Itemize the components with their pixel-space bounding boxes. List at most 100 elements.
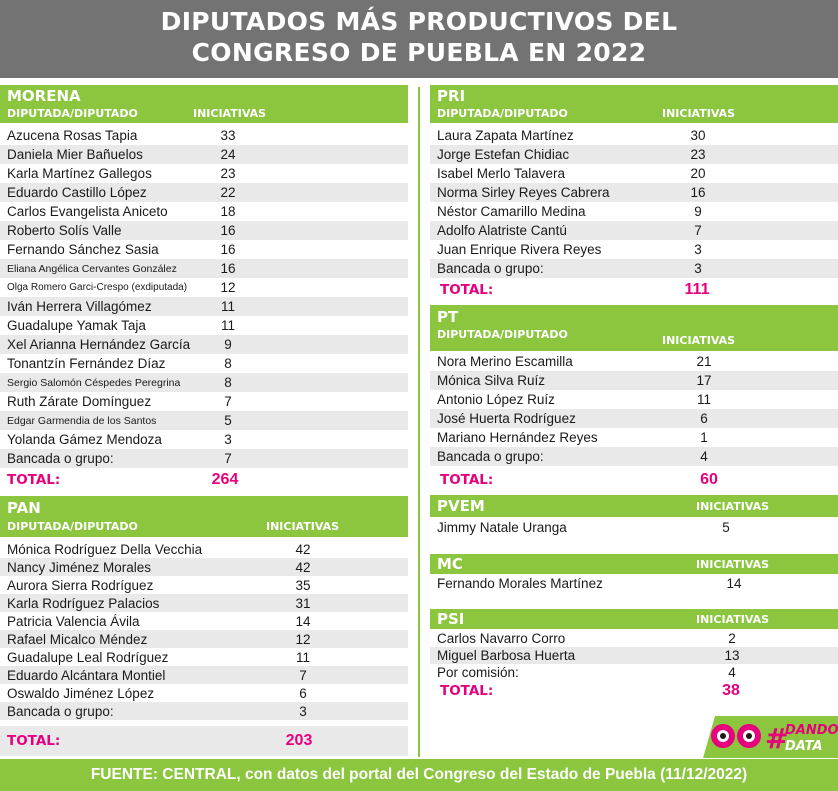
morena-table-row: Guadalupe Yamak Taja 11 [0,316,408,335]
morena-initiatives-value: 12 [220,280,236,295]
pan-table-row: Oswaldo Jiménez López 6 [0,684,408,702]
pt-table-row: Antonio López Ruíz 11 [430,390,838,409]
pan-initiatives-value: 11 [295,649,310,665]
morena-member-name: Fernando Sánchez Sasia [7,242,159,257]
morena-member-name: Roberto Solís Valle [7,223,122,238]
morena-member-name: Bancada o grupo: [7,451,114,466]
pan-table-row: Guadalupe Leal Rodríguez 11 [0,648,408,666]
pvem-table: Jimmy Natale Uranga 5 [430,517,838,537]
column-divider [418,87,420,757]
pri-total-row: TOTAL: 111 [430,278,838,302]
morena-initiatives-value: 8 [224,356,232,371]
pt-member-name: Nora Merino Escamilla [437,354,573,369]
morena-initiatives-value: 16 [220,242,236,257]
morena-table-row: Daniela Mier Bañuelos 24 [0,145,408,164]
morena-initiatives-value: 16 [220,261,236,276]
pri-total-label: TOTAL: [440,282,494,298]
pt-header: PT DIPUTADA/DIPUTADO INICIATIVAS [430,305,838,351]
morena-header: MORENA DIPUTADA/DIPUTADO INICIATIVAS [0,85,408,123]
pan-table-row: Mónica Rodríguez Della Vecchia 42 [0,540,408,558]
pt-total-label: TOTAL: [440,472,494,488]
pri-table-row: Juan Enrique Rivera Reyes 3 [430,240,838,259]
pan-initiatives-value: 6 [299,685,307,701]
morena-col-name-header: DIPUTADA/DIPUTADO [7,107,138,120]
morena-total-value: 264 [211,471,239,488]
pt-table-row: Nora Merino Escamilla 21 [430,352,838,371]
morena-table-row: Fernando Sánchez Sasia 16 [0,240,408,259]
pt-member-name: Antonio López Ruíz [437,392,555,407]
logo-hash: # [765,722,788,755]
morena-initiatives-value: 16 [220,223,236,238]
pt-initiatives-value: 21 [696,354,712,369]
pan-member-name: Eduardo Alcántara Montiel [7,667,166,683]
morena-table-row: Ruth Zárate Domínguez 7 [0,392,408,411]
pri-member-name: Norma Sirley Reyes Cabrera [437,185,610,200]
psi-col-value-header: INICIATIVAS [696,613,770,626]
pan-table-row: Rafael Micalco Méndez 12 [0,630,408,648]
morena-member-name: Iván Herrera Villagómez [7,299,152,314]
pt-member-name: Mariano Hernández Reyes [437,430,598,445]
mc-initiatives-value: 14 [726,576,742,591]
morena-member-name: Guadalupe Yamak Taja [7,318,146,333]
pan-party-name: PAN [7,499,41,517]
pan-table: Mónica Rodríguez Della Vecchia 42 Nancy Ji… [0,537,408,720]
page-header: DIPUTADOS MÁS PRODUCTIVOS DEL CONGRESO D… [0,0,838,78]
morena-member-name: Karla Martínez Gallegos [7,166,152,181]
dando-data-logo: # DANDO DATA [703,714,838,758]
morena-table: Azucena Rosas Tapia 33 Daniela Mier Bañuel… [0,123,408,468]
pri-initiatives-value: 30 [690,128,706,143]
pan-total-label: TOTAL: [7,733,61,749]
pri-total-value: 111 [684,281,710,298]
pt-col-name-header: DIPUTADA/DIPUTADO [437,328,568,341]
pri-col-name-header: DIPUTADA/DIPUTADO [437,107,568,120]
pan-member-name: Karla Rodríguez Palacios [7,595,160,611]
morena-table-row: Tonantzín Fernández Díaz 8 [0,354,408,373]
morena-member-name: Sergio Salomón Céspedes Peregrina [7,376,181,389]
pt-initiatives-value: 1 [700,430,708,445]
mc-member-name: Fernando Morales Martínez [437,576,603,591]
pri-initiatives-value: 7 [694,223,702,238]
morena-member-name: Eduardo Castillo López [7,185,147,200]
pri-table-row: Bancada o grupo: 3 [430,259,838,278]
pan-member-name: Patricia Valencia Ávila [7,613,140,629]
pan-member-name: Mónica Rodríguez Della Vecchia [7,541,203,557]
pan-initiatives-value: 12 [295,631,311,647]
pri-table-row: Jorge Estefan Chidiac 23 [430,145,838,164]
pri-table-row: Néstor Camarillo Medina 9 [430,202,838,221]
pvem-table-row: Jimmy Natale Uranga 5 [430,517,838,537]
psi-total-label: TOTAL: [440,683,494,699]
pan-initiatives-value: 42 [295,541,311,557]
pan-member-name: Bancada o grupo: [7,703,114,719]
morena-table-row: Xel Arianna Hernández García 9 [0,335,408,354]
morena-initiatives-value: 5 [224,413,232,428]
morena-table-row: Eliana Angélica Cervantes González 16 [0,259,408,278]
morena-member-name: Azucena Rosas Tapia [7,128,138,143]
pt-table: Nora Merino Escamilla 21 Mónica Silva Ruíz… [430,351,838,466]
pan-initiatives-value: 14 [295,613,311,629]
morena-member-name: Olga Romero Garci-Crespo (exdiputada) [7,282,188,293]
pt-table-row: Mariano Hernández Reyes 1 [430,428,838,447]
pri-member-name: Néstor Camarillo Medina [437,204,586,219]
page-title-line2: CONGRESO DE PUEBLA EN 2022 [191,38,647,67]
source-footer: FUENTE: CENTRAL, con datos del portal de… [0,759,838,791]
pan-table-row: Nancy Jiménez Morales 42 [0,558,408,576]
logo-text-top: DANDO [785,723,838,738]
pan-header: PAN DIPUTADA/DIPUTADO INICIATIVAS [0,496,408,537]
morena-initiatives-value: 33 [220,128,236,143]
pan-table-row: Bancada o grupo: 3 [0,702,408,720]
pan-table-row: Patricia Valencia Ávila 14 [0,612,408,630]
logo-text-bottom: DATA [785,739,823,754]
pvem-col-value-header: INICIATIVAS [696,500,770,513]
mc-header: MC INICIATIVAS [430,554,838,574]
psi-table-row: Carlos Navarro Corro 2 [430,630,838,647]
pri-member-name: Isabel Merlo Talavera [437,166,566,181]
pri-table-row: Norma Sirley Reyes Cabrera 16 [430,183,838,202]
morena-member-name: Carlos Evangelista Aniceto [7,204,168,219]
morena-table-row: Roberto Solís Valle 16 [0,221,408,240]
morena-total-label: TOTAL: [7,472,61,488]
morena-table-row: Sergio Salomón Céspedes Peregrina 8 [0,373,408,392]
morena-table-row: Bancada o grupo: 7 [0,449,408,468]
pan-table-row: Aurora Sierra Rodríguez 35 [0,576,408,594]
pvem-member-name: Jimmy Natale Uranga [437,519,567,535]
psi-initiatives-value: 4 [728,665,736,680]
